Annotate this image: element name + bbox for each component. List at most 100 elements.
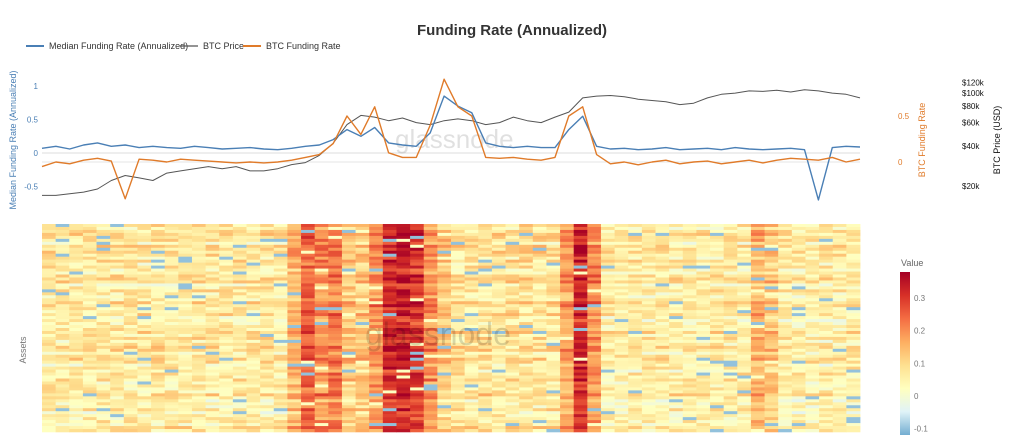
heatmap-cell	[191, 319, 206, 323]
heatmap-cell	[69, 387, 84, 391]
heatmap-cell	[314, 354, 329, 359]
heatmap-cell	[696, 369, 711, 373]
heatmap-cell	[696, 363, 711, 367]
heatmap-cell	[82, 280, 97, 284]
heatmap-cell	[137, 307, 152, 311]
heatmap-cell	[710, 280, 725, 284]
heatmap-cell	[628, 399, 643, 403]
heatmap-cell	[491, 325, 506, 329]
heatmap-cell	[614, 393, 629, 397]
heatmap-cell	[600, 411, 615, 415]
heatmap-cell	[96, 235, 111, 240]
heatmap-cell	[42, 244, 57, 249]
heatmap-cell	[273, 378, 288, 382]
heatmap-cell	[273, 316, 288, 320]
heatmap-cell	[69, 328, 84, 332]
heatmap-cell	[655, 408, 670, 412]
heatmap-cell	[682, 399, 697, 403]
heatmap-cell	[750, 259, 765, 263]
heatmap-cell	[451, 289, 466, 293]
heatmap-cell	[696, 244, 711, 249]
heatmap-cell	[164, 229, 179, 234]
heatmap-cell	[491, 289, 506, 293]
legend-item-btc-funding[interactable]: BTC Funding Rate	[243, 41, 341, 51]
heatmap-cell	[696, 238, 711, 243]
heatmap-cell	[42, 265, 57, 269]
heatmap-cell	[696, 256, 711, 260]
heatmap-cell	[696, 393, 711, 397]
heatmap-cell	[778, 354, 793, 359]
heatmap-cell	[791, 417, 806, 421]
heatmap-cell	[328, 316, 343, 320]
heatmap-cell	[287, 274, 302, 278]
heatmap-cell	[669, 396, 684, 400]
heatmap-cell	[491, 363, 506, 367]
heatmap-cell	[260, 298, 275, 302]
heatmap-cell	[464, 247, 479, 252]
heatmap-cell	[737, 283, 752, 287]
heatmap-cell	[396, 292, 411, 296]
heatmap-cell	[82, 298, 97, 302]
heatmap-cell	[410, 333, 425, 338]
heatmap-cell	[410, 322, 425, 326]
heatmap-cell	[573, 325, 588, 329]
heatmap-cell	[491, 310, 506, 314]
heatmap-cell	[819, 325, 834, 329]
heatmap-cell	[55, 238, 70, 243]
heatmap-cell	[55, 402, 70, 406]
heatmap-cell	[82, 333, 97, 338]
heatmap-cell	[410, 289, 425, 293]
heatmap-cell	[151, 339, 166, 344]
heatmap-cell	[532, 286, 547, 290]
legend-item-median[interactable]: Median Funding Rate (Annualized)	[26, 41, 188, 51]
heatmap-cell	[205, 405, 220, 409]
heatmap-cell	[614, 351, 629, 356]
heatmap-cell	[260, 328, 275, 332]
heatmap-cell	[137, 328, 152, 332]
heatmap-cell	[682, 387, 697, 391]
legend-item-btc-price[interactable]: BTC Price	[180, 41, 244, 51]
heatmap-cell	[805, 307, 820, 311]
heatmap-cell	[164, 250, 179, 255]
heatmap-cell	[382, 277, 397, 281]
heatmap-cell	[478, 357, 493, 361]
heatmap-cell	[628, 319, 643, 323]
heatmap-cell	[219, 396, 234, 400]
heatmap-cell	[560, 363, 575, 367]
heatmap-cell	[505, 411, 520, 415]
heatmap-cell	[123, 330, 138, 335]
heatmap-cell	[382, 319, 397, 323]
heatmap-cell	[178, 295, 193, 299]
heatmap-cell	[410, 265, 425, 269]
heatmap-cell	[232, 235, 247, 240]
heatmap-cell	[396, 283, 411, 287]
heatmap-cell	[369, 241, 384, 246]
heatmap-cell	[573, 354, 588, 359]
heatmap-cell	[396, 322, 411, 326]
heatmap-cell	[669, 265, 684, 269]
heatmap-cell	[437, 381, 452, 385]
heatmap-cell	[669, 381, 684, 385]
heatmap-cell	[600, 265, 615, 269]
heatmap-cell	[491, 322, 506, 326]
heatmap-cell	[69, 402, 84, 406]
heatmap-cell	[791, 250, 806, 255]
heatmap-cell	[723, 316, 738, 320]
heatmap-cell	[641, 289, 656, 293]
heatmap-cell	[560, 316, 575, 320]
heatmap-cell	[832, 298, 847, 302]
heatmap-cell	[232, 411, 247, 415]
heatmap-cell	[723, 408, 738, 412]
heatmap-cell	[369, 310, 384, 314]
heatmap-cell	[682, 286, 697, 290]
heatmap-cell	[69, 369, 84, 373]
heatmap-cell	[328, 310, 343, 314]
heatmap-cell	[682, 298, 697, 302]
heatmap-cell	[301, 224, 316, 228]
heatmap-cell	[410, 313, 425, 317]
heatmap-cell	[301, 271, 316, 275]
heatmap-cell	[723, 351, 738, 356]
heatmap-cell	[451, 295, 466, 299]
heatmap-cell	[164, 319, 179, 323]
heatmap-cell	[532, 298, 547, 302]
